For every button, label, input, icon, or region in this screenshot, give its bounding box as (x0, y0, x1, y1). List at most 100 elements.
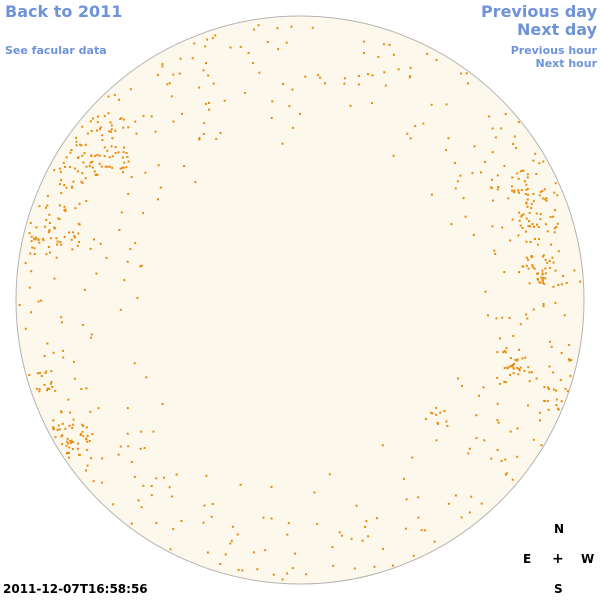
facula-speck (518, 348, 520, 351)
facula-speck (86, 440, 89, 443)
facula-speck (262, 516, 265, 519)
facula-speck (58, 167, 61, 170)
facula-speck (120, 211, 123, 214)
facula-speck (540, 276, 543, 279)
facula-speck (501, 226, 504, 229)
facula-speck (179, 57, 182, 60)
facula-speck (527, 404, 529, 407)
facula-speck (108, 165, 111, 168)
facula-speck (500, 127, 503, 130)
facula-speck (525, 183, 528, 186)
facula-speck (78, 202, 81, 205)
facula-speck (525, 188, 528, 191)
facula-speck (433, 540, 436, 543)
facula-speck (520, 214, 523, 217)
facula-speck (125, 152, 128, 154)
facula-speck (483, 439, 486, 442)
facula-speck (508, 316, 511, 319)
facula-speck (518, 369, 521, 372)
facula-speck (193, 42, 196, 45)
facula-speck (388, 43, 391, 46)
facula-speck (96, 115, 99, 118)
facula-speck (208, 108, 211, 111)
previous-day-link[interactable]: Previous day (480, 2, 597, 21)
facula-speck (435, 439, 438, 442)
facula-speck (122, 126, 125, 129)
facula-speck (382, 43, 385, 46)
facula-speck (517, 373, 520, 376)
facula-speck (539, 411, 542, 414)
facula-speck (154, 130, 157, 133)
facula-speck (53, 277, 56, 280)
next-day-link[interactable]: Next day (517, 20, 597, 39)
facula-speck (286, 572, 289, 575)
facula-speck (549, 266, 552, 269)
compass-center-mark: + (552, 551, 564, 567)
facula-speck (136, 296, 139, 299)
facula-speck (552, 215, 555, 218)
facula-speck (553, 227, 556, 230)
facula-speck (144, 171, 147, 174)
facula-speck (555, 226, 558, 228)
facula-speck (511, 365, 514, 368)
facula-speck (46, 387, 49, 390)
facula-speck (524, 356, 527, 359)
facula-speck (539, 190, 542, 193)
facula-speck (69, 165, 72, 168)
facula-speck (119, 445, 122, 448)
compass-north-label: N (554, 522, 565, 536)
facula-speck (91, 166, 94, 169)
previous-hour-link[interactable]: Previous hour (510, 44, 597, 57)
facula-speck (517, 368, 520, 371)
facula-speck (484, 290, 487, 293)
see-facular-data-link[interactable]: See facular data (5, 44, 107, 57)
facula-speck (488, 115, 491, 118)
facula-speck (371, 102, 373, 105)
facula-speck (219, 132, 222, 134)
facula-speck (150, 115, 153, 118)
facula-speck (205, 474, 208, 477)
facula-speck (304, 75, 307, 78)
facula-speck (579, 280, 582, 283)
facula-speck (208, 101, 210, 104)
facula-speck (471, 172, 474, 175)
facula-speck (541, 272, 544, 275)
facula-speck (523, 180, 526, 183)
facula-speck (74, 236, 77, 239)
facula-speck (392, 53, 395, 56)
facula-speck (85, 426, 88, 429)
facula-speck (111, 137, 114, 140)
facula-speck (525, 230, 527, 233)
facula-speck (537, 238, 540, 241)
facula-speck (99, 128, 101, 131)
facula-speck (504, 473, 507, 476)
facula-speck (543, 282, 546, 285)
facula-speck (59, 179, 62, 182)
facula-speck (456, 180, 459, 183)
facula-speck (65, 444, 68, 447)
facula-speck (108, 156, 111, 159)
facula-speck (569, 374, 572, 377)
facula-speck (361, 539, 364, 542)
facula-speck (362, 40, 365, 43)
facula-speck (281, 142, 284, 145)
facula-speck (69, 151, 72, 154)
facula-speck (271, 100, 274, 103)
facula-speck (172, 120, 175, 123)
facula-speck (81, 181, 84, 184)
facula-speck (383, 71, 386, 74)
back-to-year-link[interactable]: Back to 2011 (5, 2, 123, 21)
facula-speck (550, 243, 552, 246)
facula-speck (60, 435, 63, 438)
facula-speck (83, 288, 86, 291)
facula-speck (65, 186, 68, 189)
facula-speck (61, 434, 64, 437)
facula-speck (48, 388, 51, 390)
facula-speck (350, 537, 353, 540)
next-hour-link[interactable]: Next hour (535, 57, 598, 70)
facula-speck (247, 52, 250, 54)
facula-speck (122, 166, 125, 169)
facula-speck (180, 520, 183, 522)
facula-speck (28, 286, 31, 289)
facula-speck (70, 149, 73, 151)
